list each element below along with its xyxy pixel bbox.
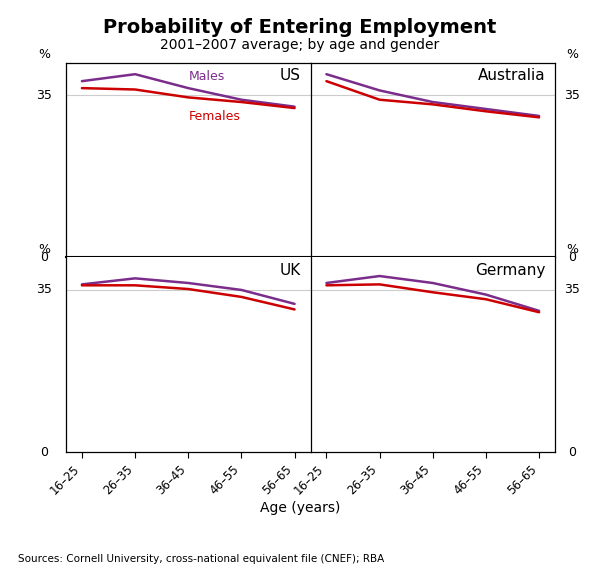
Text: 35: 35	[564, 89, 580, 102]
Text: %: %	[566, 48, 578, 61]
Text: 0: 0	[568, 251, 576, 264]
Text: 0: 0	[40, 446, 48, 459]
Text: Probability of Entering Employment: Probability of Entering Employment	[103, 18, 497, 37]
Text: Males: Males	[188, 70, 224, 83]
Text: %: %	[38, 242, 50, 255]
Text: %: %	[566, 242, 578, 255]
Text: 2001–2007 average; by age and gender: 2001–2007 average; by age and gender	[160, 38, 440, 52]
Text: 0: 0	[40, 251, 48, 264]
Text: UK: UK	[280, 263, 301, 278]
Text: US: US	[280, 68, 301, 84]
Text: 0: 0	[568, 446, 576, 459]
Text: 35: 35	[36, 283, 52, 296]
Text: Germany: Germany	[475, 263, 545, 278]
Text: Females: Females	[188, 110, 240, 123]
Text: 35: 35	[564, 283, 580, 296]
Text: 35: 35	[36, 89, 52, 102]
Text: Age (years): Age (years)	[260, 501, 340, 515]
Text: Australia: Australia	[478, 68, 545, 84]
Text: %: %	[38, 48, 50, 61]
Text: Sources: Cornell University, cross-national equivalent file (CNEF); RBA: Sources: Cornell University, cross-natio…	[18, 554, 384, 564]
